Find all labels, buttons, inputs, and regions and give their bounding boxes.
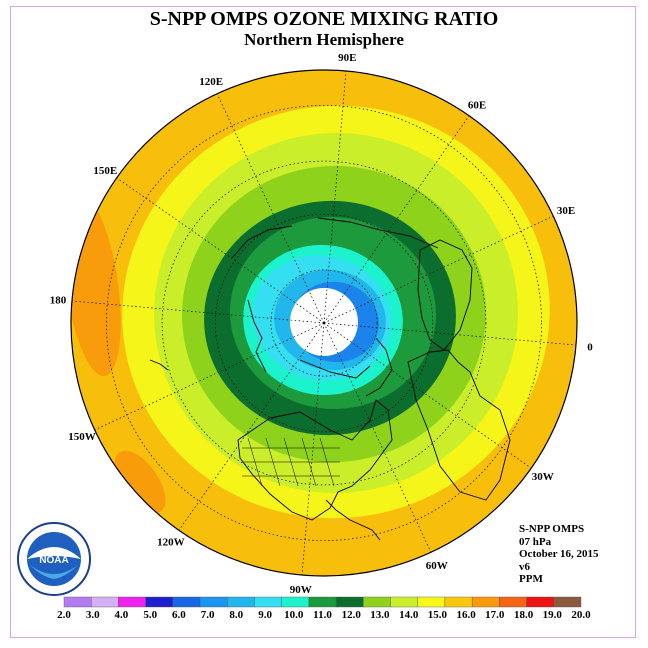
color-bar-swatch: [417, 596, 446, 608]
longitude-label: 120E: [199, 76, 223, 88]
longitude-label: 30W: [532, 471, 554, 483]
color-bar-swatch: [553, 596, 582, 608]
coastline-segment: [299, 359, 371, 379]
color-bar-swatch: [254, 596, 282, 608]
coastline-segment: [149, 359, 169, 371]
color-bar-label: 7.0: [201, 609, 215, 621]
longitude-label: 150W: [68, 431, 96, 443]
color-bar-label: 8.0: [229, 609, 243, 621]
color-bar-swatch: [335, 596, 364, 608]
longitude-label: 60E: [468, 99, 486, 111]
coastline-segment: [317, 217, 439, 249]
color-bar-label: 10.0: [284, 609, 304, 621]
noaa-logo: NOAA: [17, 522, 91, 596]
color-bar-swatch: [145, 596, 174, 608]
color-bar-label: 3.0: [86, 609, 100, 621]
longitude-label: 90E: [338, 52, 356, 64]
color-bar-label: 19.0: [543, 609, 563, 621]
color-bar-label: 2.0: [57, 609, 71, 621]
noaa-logo-text: NOAA: [39, 555, 68, 566]
longitude-label: 30E: [557, 205, 575, 217]
color-bar-swatch: [390, 596, 418, 608]
color-bar-swatch: [526, 596, 554, 608]
color-bar-label: 12.0: [342, 609, 362, 621]
color-bar-swatch: [199, 596, 228, 608]
map-boundary: [70, 69, 578, 577]
color-bar-label: 18.0: [514, 609, 534, 621]
color-bar-label: 20.0: [571, 609, 591, 621]
contour-layers: [71, 70, 577, 576]
color-bar-swatch: [118, 596, 146, 608]
latitude-circle: [270, 269, 378, 377]
info-level: 07 hPa: [519, 535, 552, 548]
plot-frame: [10, 6, 636, 638]
color-bar-swatch: [363, 596, 391, 608]
info-units: PPM: [519, 573, 543, 585]
color-bar-swatch: [227, 596, 255, 608]
coastline-segment: [247, 299, 267, 373]
longitude-labels: 90E 60E 30E 0 30W 60W 90W 120W 150W 180 150E 120E: [50, 52, 594, 596]
latitude-circle: [106, 105, 542, 541]
color-bar-label: 6.0: [172, 609, 186, 621]
main-title: S-NPP OMPS OZONE MIXING RATIO: [149, 8, 499, 30]
color-bar-swatch: [91, 596, 119, 608]
latitude-circle: [161, 160, 487, 486]
color-bar-boxes: [63, 596, 582, 608]
color-bar-swatch: [471, 596, 500, 608]
coastline-segment: [325, 499, 381, 541]
color-bar-label: 16.0: [456, 609, 476, 621]
coastline-segment: [417, 239, 473, 351]
sub-title: Northern Hemisphere: [244, 30, 404, 49]
color-bar-label: 15.0: [428, 609, 448, 621]
color-bar-label: 17.0: [485, 609, 505, 621]
coastline-segment: [237, 399, 393, 521]
color-bar-labels: 2.0 3.0 4.0 5.0 6.0 7.0 8.0 9.0 10.0 11.0 12.0 13.0…: [57, 609, 591, 621]
longitude-label: 60W: [426, 560, 448, 572]
latitude-circle: [214, 213, 434, 433]
color-bar-swatch: [444, 596, 473, 608]
color-bar-swatch: [308, 596, 337, 608]
graticule: [70, 69, 578, 577]
color-bar-label: 14.0: [399, 609, 419, 621]
info-block: S-NPP OMPS 07 hPa October 16, 2015 v6 PP…: [519, 523, 599, 586]
color-bar-label: 5.0: [143, 609, 157, 621]
color-bar-swatch: [63, 596, 92, 608]
contour-16-17-south: [114, 450, 166, 514]
longitude-label: 0: [587, 341, 593, 353]
coastline-segment: [407, 349, 511, 501]
color-bar-label: 11.0: [313, 609, 332, 621]
longitude-label: 180: [50, 295, 67, 307]
coastline-segment: [365, 337, 393, 397]
color-bar-swatch: [172, 596, 201, 608]
color-bar-swatch: [499, 596, 527, 608]
longitude-label: 150E: [93, 165, 117, 177]
color-bar-label: 13.0: [370, 609, 390, 621]
color-bar-label: 4.0: [115, 609, 129, 621]
info-instrument: S-NPP OMPS: [519, 523, 585, 535]
info-version: v6: [519, 560, 530, 573]
color-bar-swatch: [281, 596, 310, 608]
color-bar-label: 9.0: [258, 609, 272, 621]
info-date: October 16, 2015: [519, 548, 599, 560]
longitude-label: 120W: [157, 537, 185, 549]
longitude-label: 90W: [290, 584, 312, 596]
